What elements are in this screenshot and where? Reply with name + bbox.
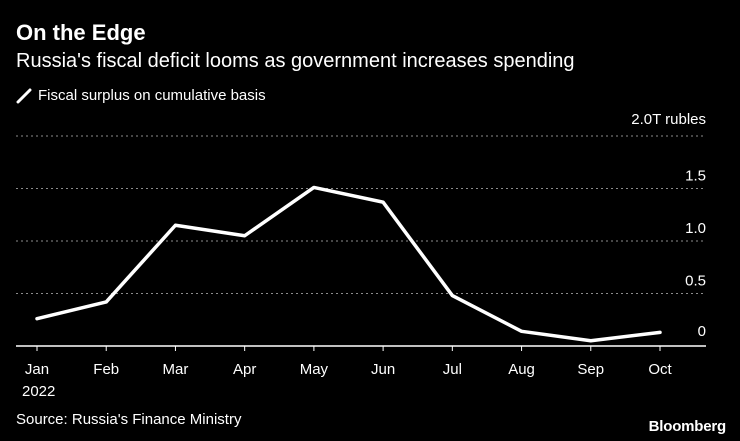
x-tick-label: Jan xyxy=(25,361,49,378)
legend-label: Fiscal surplus on cumulative basis xyxy=(38,87,266,104)
data-point xyxy=(243,234,247,238)
x-tick-label: Jun xyxy=(371,361,395,378)
x-year-label: 2022 xyxy=(22,383,55,400)
data-point xyxy=(658,330,662,334)
x-tick-label: Apr xyxy=(233,361,256,378)
chart-subtitle: Russia's fiscal deficit looms as governm… xyxy=(16,50,575,72)
y-tick-label: 1.5 xyxy=(685,168,706,185)
data-point xyxy=(104,300,108,304)
data-point xyxy=(381,200,385,204)
x-tick-label: Oct xyxy=(648,361,672,378)
x-tick-labels: Jan Feb Mar Apr May Jun Jul Aug Sep Oct 2022 xyxy=(22,346,672,400)
y-tick-label: 0 xyxy=(698,323,706,340)
x-tick-label: Jul xyxy=(443,361,462,378)
legend: Fiscal surplus on cumulative basis xyxy=(16,86,266,106)
x-tick-label: May xyxy=(300,361,329,378)
chart-title: On the Edge xyxy=(16,20,146,45)
data-point xyxy=(312,185,316,189)
bloomberg-logo: Bloomberg xyxy=(648,418,727,435)
series-line-fiscal-surplus xyxy=(35,185,662,343)
data-point xyxy=(35,317,39,321)
data-point xyxy=(589,339,593,343)
legend-line-icon xyxy=(16,88,32,104)
y-axis-unit-label: 2.0T rubles xyxy=(631,111,706,128)
y-tick-label: 0.5 xyxy=(685,273,706,290)
data-point xyxy=(173,223,177,227)
x-tick-label: Sep xyxy=(577,361,604,378)
x-tick-label: Aug xyxy=(508,361,535,378)
x-tick-label: Feb xyxy=(93,361,119,378)
y-tick-labels: 0 0.5 1.0 1.5 xyxy=(685,168,706,341)
data-point xyxy=(520,329,524,333)
gridlines xyxy=(16,135,706,347)
series xyxy=(35,185,662,343)
source-note: Source: Russia's Finance Ministry xyxy=(16,411,242,428)
y-tick-label: 1.0 xyxy=(685,220,706,237)
data-point xyxy=(450,294,454,298)
x-tick-label: Mar xyxy=(163,361,189,378)
